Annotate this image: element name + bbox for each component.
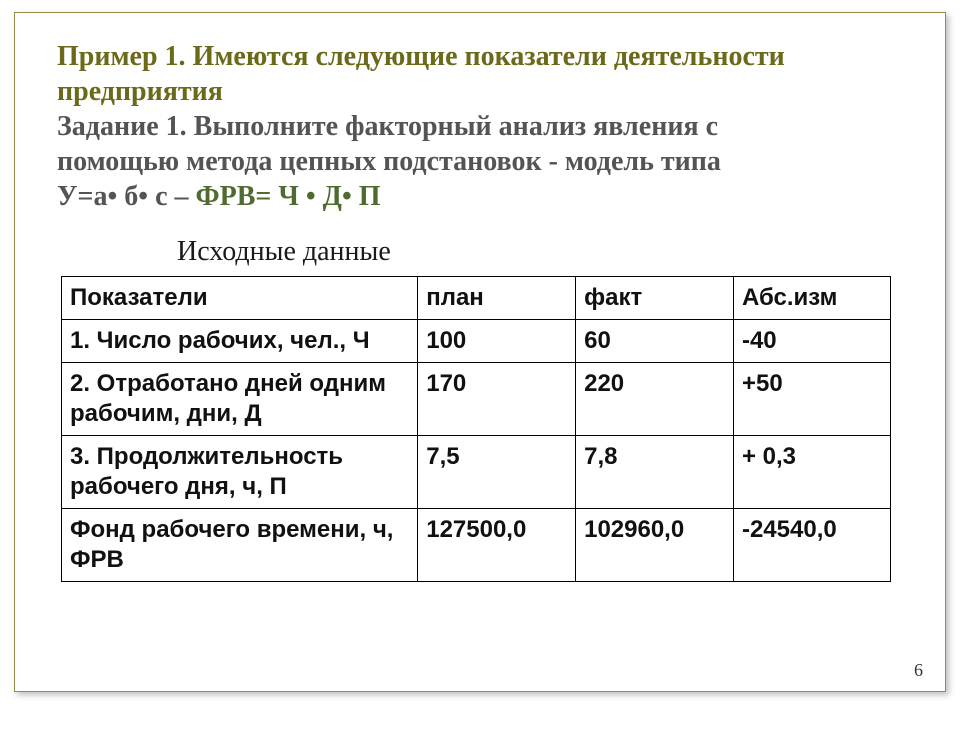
cell: 127500,0 xyxy=(418,509,576,582)
cell: -24540,0 xyxy=(733,509,890,582)
cell: +50 xyxy=(733,363,890,436)
model-formula: ФРВ= Ч • Д• П xyxy=(196,181,381,212)
cell: 100 xyxy=(418,320,576,363)
cell: 2. Отработано дней одним рабочим, дни, Д xyxy=(62,363,418,436)
cell: Фонд рабочего времени, ч, ФРВ xyxy=(62,509,418,582)
table-row: 2. Отработано дней одним рабочим, дни, Д… xyxy=(62,363,891,436)
table-row: Фонд рабочего времени, ч, ФРВ 127500,0 1… xyxy=(62,509,891,582)
task-line-1: Задание 1. Выполните факторный анализ яв… xyxy=(57,109,909,144)
cell: 1. Число рабочих, чел., Ч xyxy=(62,320,418,363)
cell: 60 xyxy=(576,320,734,363)
cell: 102960,0 xyxy=(576,509,734,582)
cell: 220 xyxy=(576,363,734,436)
col-header: план xyxy=(418,277,576,320)
table-header-row: Показатели план факт Абс.изм xyxy=(62,277,891,320)
task-line-2: помощью метода цепных подстановок - моде… xyxy=(57,144,909,179)
slide-heading: Пример 1. Имеются следующие показатели д… xyxy=(57,39,909,214)
table-row: 1. Число рабочих, чел., Ч 100 60 -40 xyxy=(62,320,891,363)
model-line: У=а• б• с – ФРВ= Ч • Д• П xyxy=(57,179,909,214)
cell: -40 xyxy=(733,320,890,363)
col-header: Показатели xyxy=(62,277,418,320)
data-table: Показатели план факт Абс.изм 1. Число ра… xyxy=(61,276,891,582)
table-row: 3. Продолжительность рабочего дня, ч, П … xyxy=(62,436,891,509)
cell: + 0,3 xyxy=(733,436,890,509)
page-number: 6 xyxy=(914,660,923,681)
slide-frame: Пример 1. Имеются следующие показатели д… xyxy=(14,12,946,692)
col-header: факт xyxy=(576,277,734,320)
cell: 3. Продолжительность рабочего дня, ч, П xyxy=(62,436,418,509)
title-line-1: Пример 1. Имеются следующие показатели д… xyxy=(57,39,909,74)
col-header: Абс.изм xyxy=(733,277,890,320)
title-line-2: предприятия xyxy=(57,74,909,109)
cell: 7,8 xyxy=(576,436,734,509)
cell: 7,5 xyxy=(418,436,576,509)
cell: 170 xyxy=(418,363,576,436)
model-prefix: У=а• б• с – xyxy=(57,181,196,212)
table-caption: Исходные данные xyxy=(177,236,909,268)
